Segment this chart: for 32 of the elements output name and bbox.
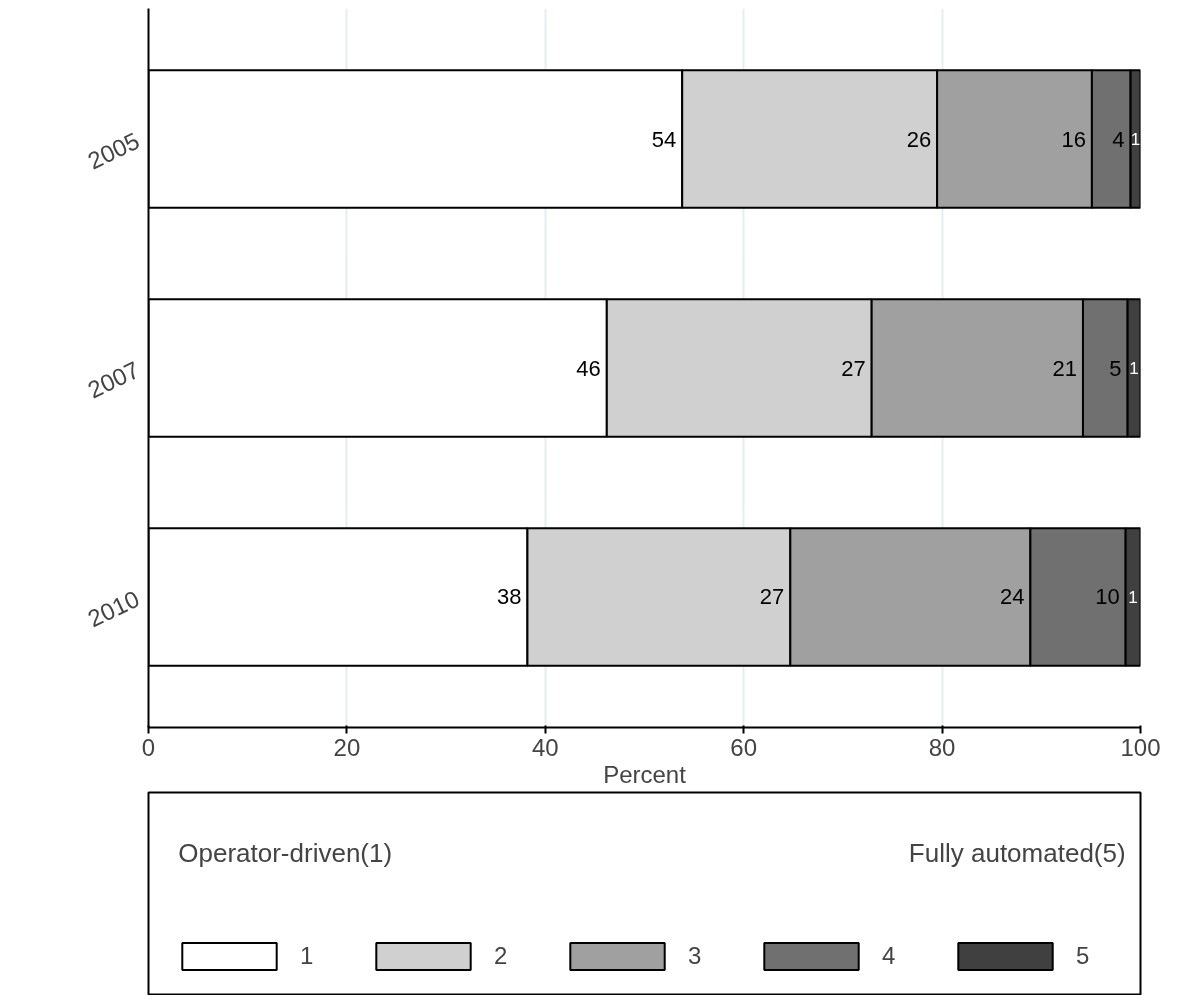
x-tick-label: 80 — [928, 733, 956, 761]
data-label: 5 — [1109, 355, 1122, 381]
data-label: 27 — [759, 584, 785, 610]
x-tick-label: 100 — [1120, 733, 1161, 761]
x-tick-label: 60 — [730, 733, 758, 761]
legend-label: 2 — [494, 942, 509, 970]
data-label: 27 — [841, 355, 866, 381]
data-label: 1 — [1128, 587, 1138, 607]
y-tick-label: 2007 — [83, 355, 144, 404]
data-label: 4 — [1112, 126, 1125, 152]
text: Operator-driven(1) — [178, 838, 393, 869]
data-label: 54 — [651, 126, 677, 152]
data-label: 1 — [1130, 130, 1141, 150]
data-label: 26 — [906, 126, 932, 152]
y-tick-label: 2010 — [83, 584, 144, 633]
x-tick-label: 0 — [141, 733, 156, 761]
data-label: 10 — [1095, 584, 1120, 610]
data-label: 1 — [1129, 359, 1139, 378]
data-label: 38 — [496, 584, 522, 610]
data-label: 16 — [1061, 126, 1086, 152]
legend-label: 3 — [688, 942, 703, 970]
legend-label: 5 — [1076, 942, 1091, 970]
legend-label: 1 — [300, 942, 315, 970]
legend-label: 4 — [882, 942, 897, 970]
data-label: 21 — [1052, 355, 1077, 381]
data-label: 46 — [576, 355, 601, 381]
x-tick-label: 20 — [333, 733, 361, 761]
x-axis-title: Percent — [603, 760, 687, 788]
y-tick-label: 2005 — [83, 126, 144, 175]
data-label: 24 — [999, 584, 1025, 610]
x-tick-label: 40 — [531, 733, 559, 761]
text: Fully automated(5) — [908, 838, 1126, 869]
